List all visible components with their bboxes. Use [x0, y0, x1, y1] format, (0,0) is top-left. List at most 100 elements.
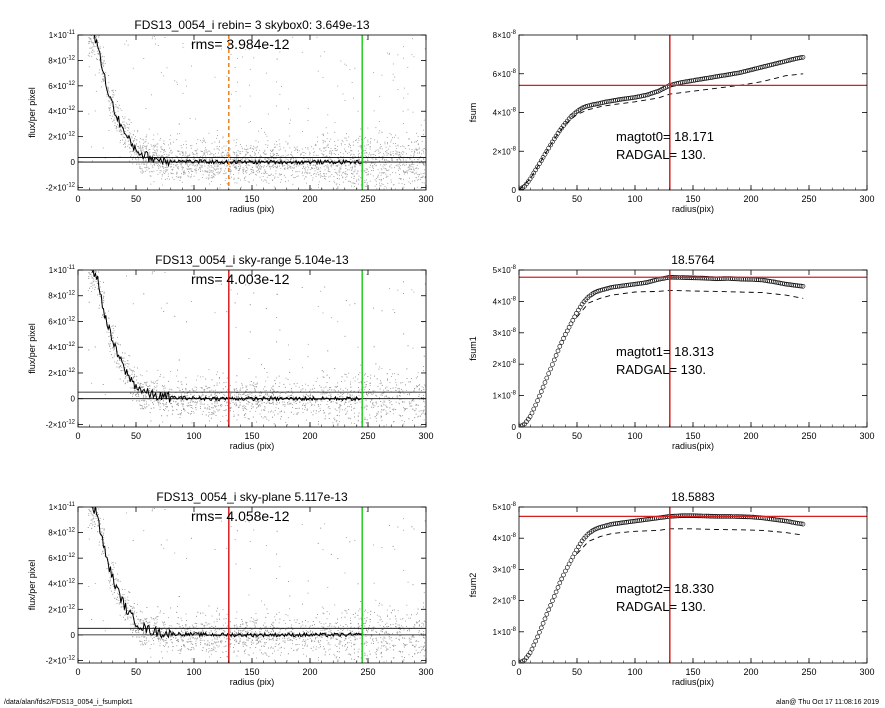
- scatter-pixel: [139, 167, 141, 169]
- scatter-pixel: [111, 325, 113, 327]
- scatter-pixel: [322, 312, 324, 314]
- scatter-pixel: [357, 415, 359, 417]
- scatter-pixel: [182, 396, 184, 397]
- scatter-pixel: [270, 411, 271, 413]
- scatter-pixel: [188, 168, 190, 170]
- scatter-pixel: [214, 168, 216, 170]
- scatter-pixel: [208, 132, 210, 134]
- scatter-pixel: [176, 139, 178, 141]
- scatter-pixel: [327, 159, 329, 161]
- scatter-pixel: [205, 158, 207, 160]
- scatter-pixel: [253, 145, 255, 147]
- scatter-pixel: [213, 170, 214, 172]
- scatter-pixel: [339, 160, 341, 161]
- scatter-pixel: [172, 159, 174, 161]
- scatter-pixel: [250, 168, 252, 170]
- scatter-pixel: [382, 158, 384, 160]
- scatter-pixel: [320, 410, 321, 411]
- scatter-pixel: [194, 402, 196, 404]
- scatter-pixel: [122, 116, 123, 118]
- scatter-pixel: [397, 165, 399, 167]
- scatter-pixel: [213, 176, 215, 178]
- scatter-pixel: [270, 174, 271, 176]
- scatter-pixel: [409, 177, 410, 179]
- scatter-pixel: [245, 284, 247, 286]
- scatter-pixel: [202, 139, 204, 141]
- scatter-pixel: [225, 414, 227, 416]
- scatter-pixel: [189, 118, 191, 119]
- scatter-pixel: [423, 395, 424, 396]
- scatter-pixel: [271, 173, 272, 175]
- scatter-pixel: [99, 51, 101, 53]
- scatter-pixel: [284, 160, 286, 162]
- scatter-pixel: [265, 153, 267, 155]
- scatter-pixel: [121, 130, 123, 132]
- scatter-pixel: [191, 162, 193, 164]
- scatter-pixel: [289, 147, 291, 149]
- scatter-pixel: [172, 169, 173, 171]
- scatter-pixel: [92, 29, 93, 30]
- scatter-pixel: [200, 406, 201, 407]
- scatter-pixel: [274, 158, 276, 159]
- scatter-pixel: [242, 157, 244, 159]
- scatter-pixel: [372, 166, 373, 168]
- scatter-pixel: [172, 141, 174, 143]
- scatter-pixel: [99, 47, 101, 49]
- scatter-pixel: [276, 154, 278, 156]
- scatter-pixel: [92, 24, 93, 25]
- scatter-pixel: [369, 180, 371, 182]
- scatter-pixel: [157, 156, 159, 157]
- scatter-pixel: [127, 377, 129, 379]
- scatter-pixel: [140, 168, 142, 170]
- scatter-pixel: [403, 408, 405, 410]
- scatter-pixel: [260, 158, 262, 160]
- scatter-pixel: [194, 165, 196, 167]
- scatter-pixel: [290, 159, 291, 160]
- scatter-pixel: [182, 391, 184, 392]
- scatter-pixel: [409, 138, 410, 140]
- scatter-pixel: [289, 359, 291, 360]
- scatter-pixel: [209, 172, 211, 173]
- scatter-pixel: [185, 151, 187, 153]
- scatter-pixel: [379, 160, 380, 162]
- scatter-pixel: [411, 400, 413, 402]
- scatter-pixel: [353, 175, 355, 177]
- scatter-pixel: [409, 158, 411, 160]
- scatter-pixel: [364, 145, 366, 147]
- scatter-pixel: [175, 165, 177, 167]
- scatter-pixel: [234, 152, 236, 154]
- scatter-pixel: [92, 30, 93, 31]
- scatter-pixel: [338, 415, 340, 417]
- scatter-pixel: [395, 409, 397, 410]
- scatter-pixel: [191, 152, 193, 153]
- scatter-pixel: [383, 153, 385, 155]
- scatter-pixel: [190, 176, 191, 178]
- scatter-pixel: [101, 59, 103, 61]
- scatter-pixel: [117, 110, 119, 112]
- scatter-pixel: [244, 407, 245, 409]
- scatter-pixel: [143, 158, 145, 160]
- scatter-pixel: [344, 172, 346, 174]
- scatter-pixel: [345, 179, 347, 180]
- scatter-pixel: [156, 149, 158, 150]
- scatter-pixel: [345, 165, 347, 167]
- scatter-pixel: [91, 291, 93, 292]
- scatter-pixel: [417, 174, 419, 176]
- scatter-pixel: [171, 151, 173, 153]
- scatter-pixel: [247, 148, 249, 150]
- scatter-pixel: [348, 401, 350, 403]
- scatter-pixel: [164, 178, 166, 180]
- scatter-pixel: [210, 166, 212, 168]
- scatter-pixel: [152, 148, 154, 150]
- scatter-pixel: [196, 148, 198, 150]
- scatter-pixel: [177, 403, 179, 405]
- scatter-pixel: [284, 165, 286, 166]
- scatter-pixel: [151, 160, 152, 162]
- scatter-pixel: [249, 84, 250, 86]
- scatter-pixel: [242, 394, 244, 396]
- scatter-pixel: [338, 164, 340, 166]
- scatter-pixel: [278, 149, 280, 151]
- scatter-pixel: [401, 420, 403, 421]
- scatter-pixel: [137, 155, 139, 157]
- scatter-pixel: [321, 176, 323, 177]
